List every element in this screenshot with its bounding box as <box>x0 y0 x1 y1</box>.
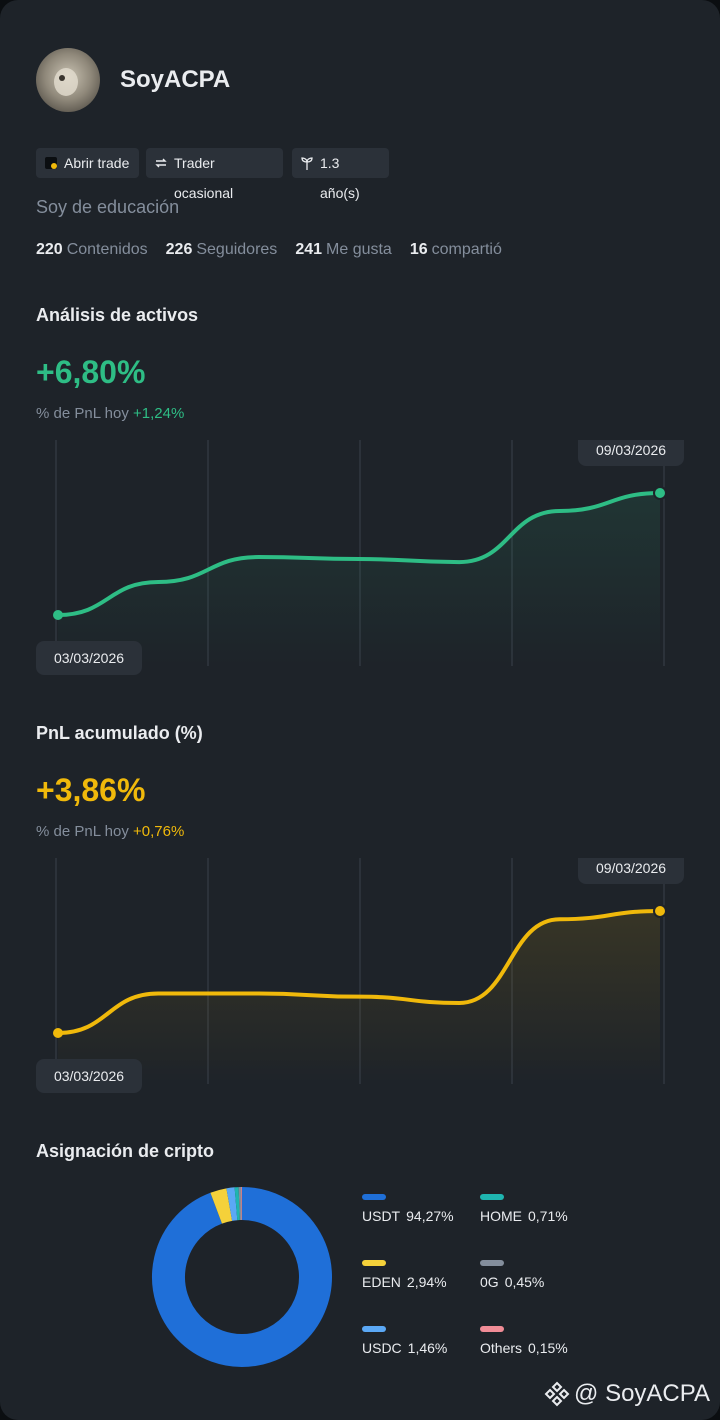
headline-value: +3,86% <box>36 772 146 808</box>
end-date: 09/03/2026 <box>596 442 666 458</box>
stat-label: Me gusta <box>326 241 392 258</box>
line-chart: 09/03/2026 03/03/2026 <box>36 858 684 1093</box>
stat-value: 241 <box>295 241 323 258</box>
section-title: Asignación de cripto <box>36 1141 215 1161</box>
donut-segment <box>210 1188 233 1224</box>
stat: 220 Contenidos <box>36 241 148 258</box>
legend-entry: USDT 94,27% <box>362 1208 454 1224</box>
user-name: SoyACPA <box>120 66 231 93</box>
allocation-chart: USDT 94,27%EDEN 2,94%USDC 1,46%HOME 0,71%0G 0… <box>152 1187 568 1367</box>
tag[interactable]: Trader ocasional <box>146 148 283 201</box>
date-badge <box>578 858 684 884</box>
legend-entry: 0G 0,45% <box>480 1274 544 1290</box>
section-title: PnL acumulado (%) <box>36 723 203 743</box>
legend-value: 2,94% <box>407 1274 447 1290</box>
watermark-text: @ SoyACPA <box>574 1380 710 1407</box>
subtitle-value: +1,24% <box>133 405 185 422</box>
legend-name: 0G <box>480 1274 499 1290</box>
legend-value: 0,45% <box>505 1274 545 1290</box>
headline-value: +6,80% <box>36 354 146 390</box>
subtitle-value: +0,76% <box>133 823 185 840</box>
tag-icon <box>45 157 57 169</box>
legend-swatch <box>480 1194 504 1200</box>
start-date: 03/03/2026 <box>54 1068 124 1084</box>
subtitle: % de PnL hoy +0,76% <box>36 823 184 840</box>
area <box>58 493 660 666</box>
logo <box>544 1381 570 1407</box>
legend-value: 94,27% <box>406 1208 453 1224</box>
stat: 16 compartió <box>410 241 502 258</box>
legend-name: EDEN <box>362 1274 401 1290</box>
legend-value: 1,46% <box>408 1340 448 1356</box>
stat-label: Contenidos <box>66 241 148 258</box>
donut-segment <box>152 1187 332 1367</box>
legend-swatch <box>480 1260 504 1266</box>
avatar <box>36 48 100 112</box>
legend-name: USDT <box>362 1208 401 1224</box>
date-badge <box>36 1059 142 1093</box>
end-date: 09/03/2026 <box>596 860 666 876</box>
stat-value: 226 <box>165 241 193 258</box>
legend-swatch <box>480 1326 504 1332</box>
stat: 226 Seguidores <box>166 241 278 258</box>
stat-value: 220 <box>36 241 63 258</box>
start-date: 03/03/2026 <box>54 650 124 666</box>
legend-entry: EDEN 2,94% <box>362 1274 447 1290</box>
stat-label: Seguidores <box>196 241 278 258</box>
tag-text: 1.3 año(s) <box>320 155 360 201</box>
tag[interactable]: Abrir trade <box>36 148 139 178</box>
start-point <box>53 610 63 620</box>
legend-swatch <box>362 1326 386 1332</box>
subtitle-label: % de PnL hoy <box>36 823 129 840</box>
end-point <box>655 488 665 498</box>
stat-value: 16 <box>409 241 428 258</box>
tag-icon <box>301 157 313 170</box>
legend-swatch <box>362 1194 386 1200</box>
legend-value: 0,71% <box>528 1208 568 1224</box>
date-badge <box>578 440 684 466</box>
legend-value: 0,15% <box>528 1340 568 1356</box>
subtitle-label: % de PnL hoy <box>36 405 129 422</box>
end-point <box>655 906 665 916</box>
stat-label: compartió <box>431 241 502 258</box>
legend-swatch <box>362 1260 386 1266</box>
donut-segment <box>226 1187 238 1221</box>
stat: 241 Me gusta <box>295 241 392 258</box>
tag-text: Abrir trade <box>64 155 130 171</box>
legend-entry: Others 0,15% <box>480 1340 568 1356</box>
line <box>57 909 661 1035</box>
tag[interactable]: 1.3 año(s) <box>292 148 389 201</box>
line <box>57 491 661 617</box>
legend-name: USDC <box>362 1340 402 1356</box>
section-title: Análisis de activos <box>36 305 199 325</box>
tag-icon <box>155 158 167 168</box>
watermark: @ SoyACPA <box>544 1380 710 1408</box>
tag-text: Trader ocasional <box>174 155 234 201</box>
legend-entry: HOME 0,71% <box>480 1208 568 1224</box>
legend-name: Others <box>480 1340 522 1356</box>
date-badge <box>36 641 142 675</box>
start-point <box>53 1028 63 1038</box>
subtitle: % de PnL hoy +1,24% <box>36 405 184 422</box>
stats: 220 Contenidos 226 Seguidores 241 Me gusta 16 c… <box>36 241 520 259</box>
bio: Soy de educación <box>36 197 180 217</box>
legend-entry: USDC 1,46% <box>362 1340 447 1356</box>
line-chart: 09/03/2026 03/03/2026 <box>36 440 684 675</box>
legend-name: HOME <box>480 1208 522 1224</box>
